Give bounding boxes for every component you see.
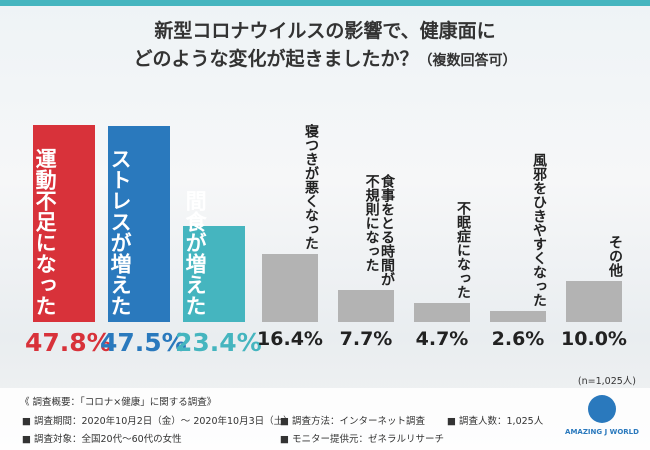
bar [33,125,95,322]
footer-text: 調査人数：1,025人 [459,416,544,427]
value-label: 16.4% [257,328,323,350]
footer-heading: 《 調査概要：「コロナ×健康」に関する調査》 [20,397,217,408]
value-label: 47.5% [100,328,187,357]
value-label: 2.6% [491,328,545,350]
title-line: どのような変化が起きましたか？（複数回答可） [0,44,650,71]
footer-text: 調査対象：全国20代～60代の女性 [34,434,182,445]
footer-item: ■ モニター提供元：ゼネラルリサーチ [280,434,445,445]
footer-text: 調査期間：2020年10月2日（金）～ 2020年10月3日（土） [34,416,293,427]
category-label: 寝つきが悪くなった [303,124,319,251]
footer-text: モニター提供元：ゼネラルリサーチ [292,434,445,445]
category-label: 不眠症になった [455,200,471,299]
value-label: 23.4% [175,328,262,357]
baseline [0,322,650,323]
category-label: その他 [607,234,623,277]
footer-item: ■ 調査人数：1,025人 [447,416,544,427]
footer-item: ■ 調査対象：全国20代～60代の女性 [22,434,182,445]
bar [262,254,318,322]
logo-mark [588,395,616,423]
bar [414,302,470,322]
value-label: 47.8% [25,328,112,357]
title: 新型コロナウイルスの影響で、健康面に [154,20,496,42]
logo-text: AMAZING J WORLD [565,428,639,436]
bar [338,290,394,322]
title-line2: どのような変化が起きましたか？ [133,48,419,70]
category-label: 運動不足になった [33,148,58,316]
bar [566,280,622,322]
footer-panel [0,388,650,450]
value-label: 10.0% [561,328,627,350]
bar [183,225,245,322]
footer-text: 調査方法：インターネット調査 [292,416,426,427]
top-strip [0,0,650,6]
value-label: 7.7% [339,328,393,350]
category-label: 間食が増えた [183,190,208,316]
value-label: 4.7% [415,328,469,350]
title-note: （複数回答可） [418,53,517,69]
sample-note: (n=1,025人) [577,376,636,387]
footer-item: ■ 調査期間：2020年10月2日（金）～ 2020年10月3日（土） [22,416,293,427]
category-label: ストレスが増えた [108,148,133,316]
bar [490,311,546,322]
bar [108,126,170,322]
category-label: 食事をとる時間が 不規則になった [363,174,395,287]
category-label: 風邪をひきやすくなった [531,153,547,308]
footer-item: ■ 調査方法：インターネット調査 [280,416,426,427]
